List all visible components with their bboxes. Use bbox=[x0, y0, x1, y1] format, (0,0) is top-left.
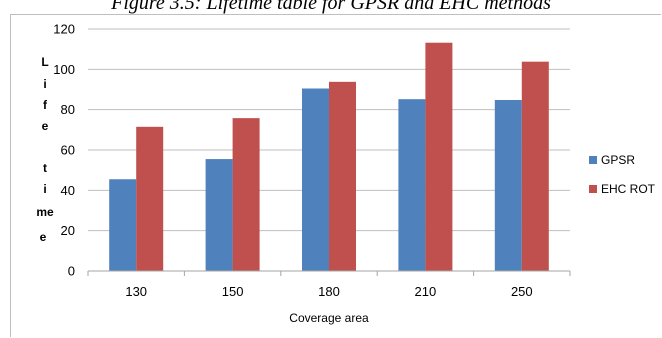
legend: GPSR EHC ROT bbox=[589, 153, 656, 196]
chart-frame bbox=[10, 14, 661, 337]
x-tick-label: 180 bbox=[318, 284, 340, 299]
bar-gpsr-150 bbox=[205, 159, 233, 271]
legend-label: EHC ROT bbox=[601, 182, 656, 196]
y-tick-label: 0 bbox=[68, 264, 75, 279]
y-tick-label: 80 bbox=[61, 102, 75, 117]
bar-gpsr-130 bbox=[109, 179, 137, 271]
y-tick-label: 40 bbox=[61, 183, 75, 198]
y-axis-title-letter: me bbox=[36, 205, 54, 219]
legend-label: GPSR bbox=[601, 153, 635, 167]
bars bbox=[109, 42, 549, 272]
x-tick-label: 210 bbox=[415, 284, 437, 299]
bar-ehc-rot-130 bbox=[136, 126, 164, 271]
y-axis-title-letter: i bbox=[43, 182, 46, 196]
bar-gpsr-210 bbox=[398, 99, 426, 272]
x-tick-label: 130 bbox=[125, 284, 147, 299]
figure-caption-text: Figure 3.5: Lifetime table for GPSR and … bbox=[111, 0, 551, 14]
y-tick-label: 100 bbox=[53, 62, 75, 77]
axes: 0 20 40 60 80 100 120 130 150 180 210 250 bbox=[53, 22, 571, 299]
y-axis-title-letter: e bbox=[40, 230, 47, 244]
y-axis-title-letter: L bbox=[41, 55, 48, 69]
bar-gpsr-250 bbox=[494, 99, 522, 271]
x-tick-label: 150 bbox=[222, 284, 244, 299]
y-axis-title-letter: i bbox=[43, 77, 46, 91]
legend-swatch bbox=[589, 156, 597, 164]
bar-ehc-rot-180 bbox=[329, 81, 356, 271]
y-axis-title-letter: t bbox=[43, 161, 47, 175]
y-tick-label: 120 bbox=[53, 22, 75, 37]
x-tick-label: 250 bbox=[511, 284, 533, 299]
legend-swatch bbox=[589, 185, 597, 193]
y-axis-title-letter: f bbox=[43, 98, 48, 112]
bar-ehc-rot-150 bbox=[232, 118, 260, 272]
bar-ehc-rot-250 bbox=[521, 61, 549, 271]
y-axis-title-letter: e bbox=[42, 119, 49, 133]
x-axis-title: Coverage area bbox=[289, 311, 369, 325]
y-tick-label: 20 bbox=[61, 223, 75, 238]
bar-ehc-rot-210 bbox=[425, 42, 453, 271]
y-tick-label: 60 bbox=[61, 143, 75, 158]
figure-caption: Figure 3.5: Lifetime table for GPSR and … bbox=[0, 0, 662, 24]
bar-gpsr-180 bbox=[302, 88, 329, 271]
